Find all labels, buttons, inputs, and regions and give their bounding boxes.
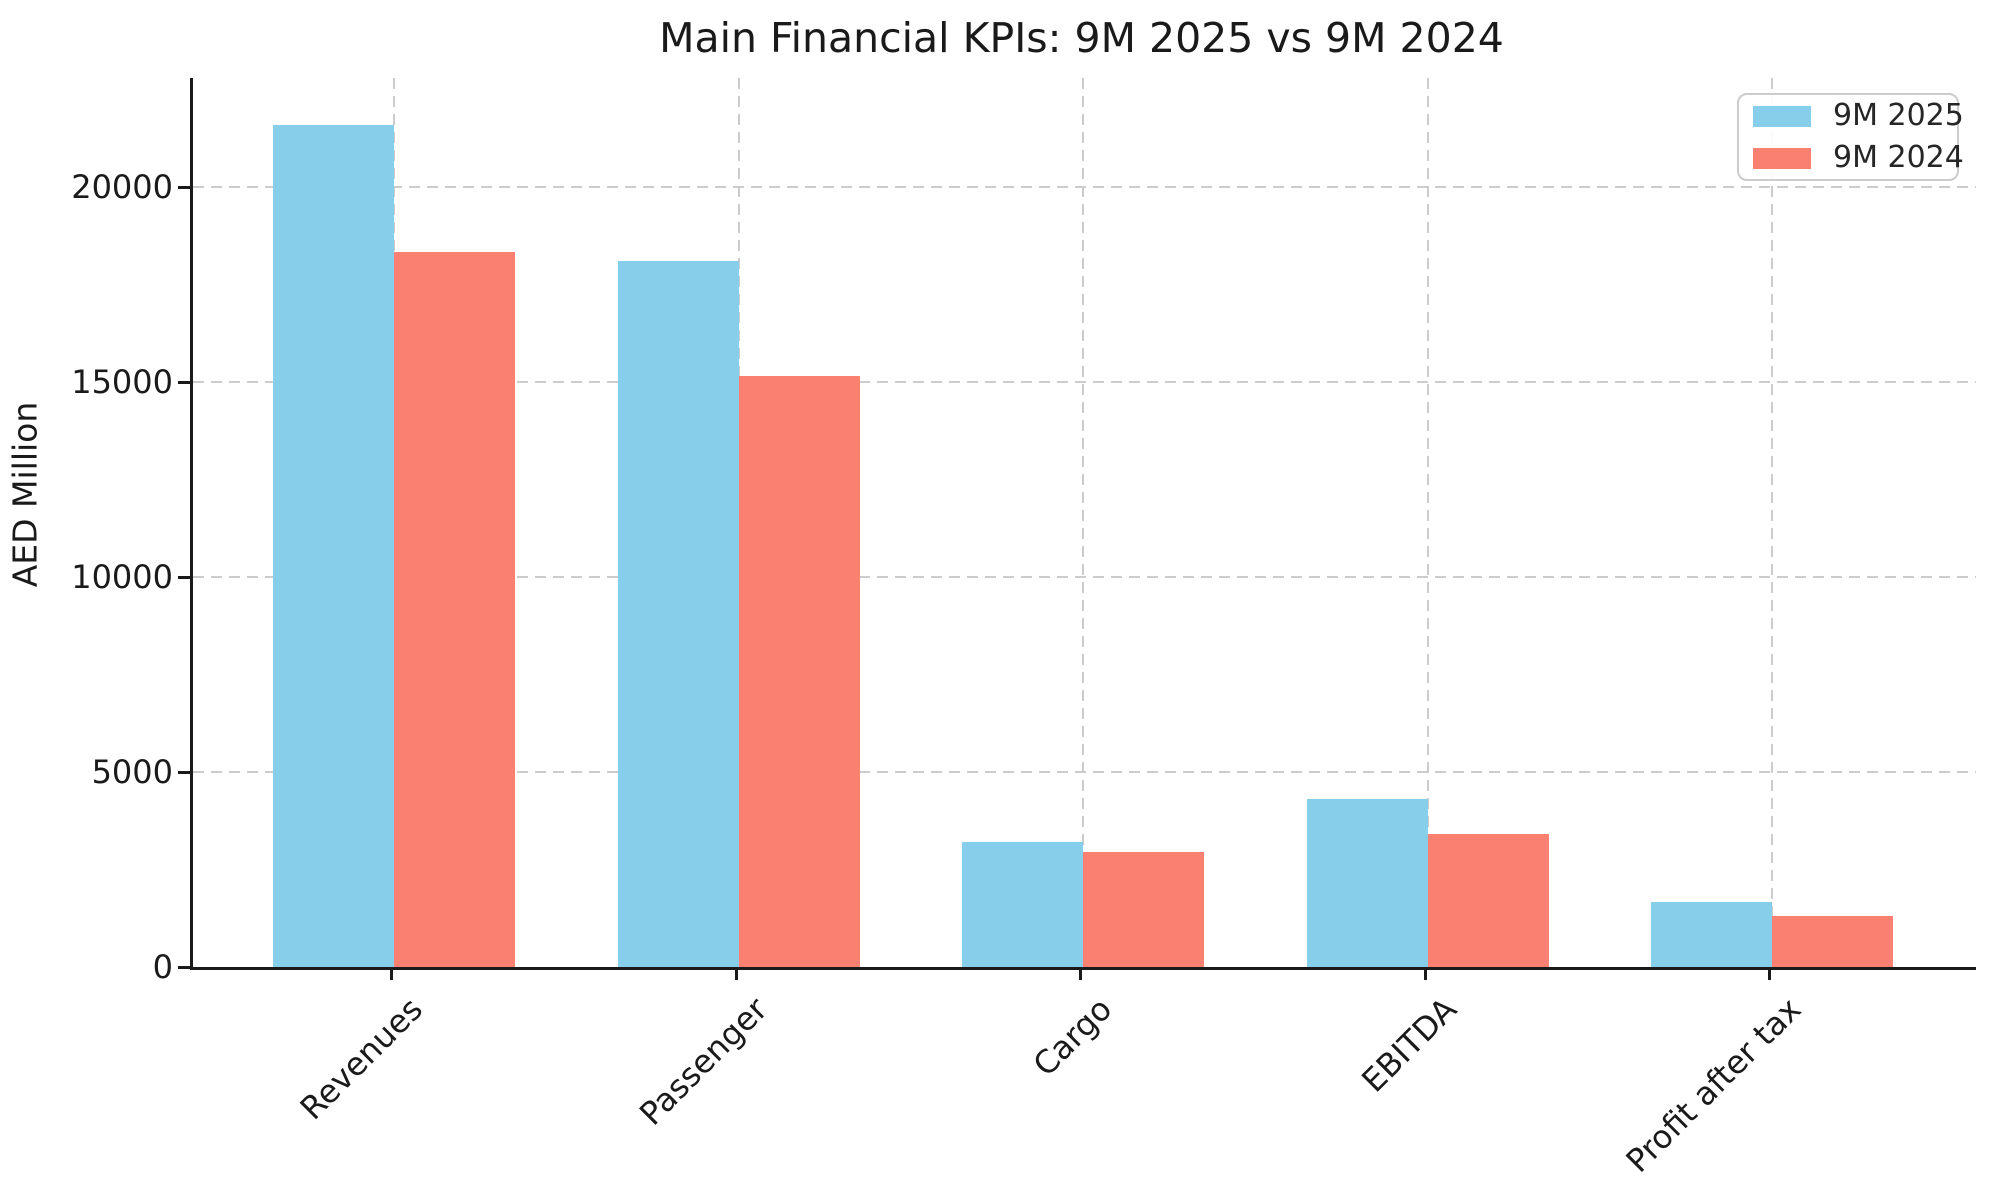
bar-9m-2025-profit-after-tax — [1651, 901, 1773, 967]
x-tick-mark-cargo — [1079, 970, 1083, 980]
legend: 9M 2025 9M 2024 — [1737, 93, 1964, 181]
bar-9m-2025-passenger — [617, 261, 739, 967]
bar-9m-2025-cargo — [962, 842, 1084, 967]
legend-swatch-9m-2025 — [1753, 105, 1811, 127]
gridline-h-20000 — [193, 186, 1976, 189]
legend-label-9m-2024: 9M 2024 — [1833, 140, 1964, 175]
x-tick-label-passenger: Passenger — [631, 990, 775, 1133]
y-tick-label-20000: 20000 — [71, 168, 173, 207]
x-tick-label-ebitda: EBITDA — [1353, 990, 1464, 1100]
legend-item-9m-2025: 9M 2025 — [1753, 101, 1964, 131]
x-tick-mark-ebitda — [1423, 970, 1427, 980]
y-tick-mark-10000 — [178, 576, 190, 580]
bar-9m-2025-revenues — [273, 124, 394, 967]
gridline-v-ebitda — [1426, 78, 1429, 967]
y-tick-label-10000: 10000 — [71, 558, 173, 597]
y-tick-mark-0 — [178, 966, 190, 969]
gridline-v-profit-after-tax — [1771, 78, 1774, 967]
y-tick-mark-15000 — [178, 381, 190, 385]
plot-area — [190, 78, 1976, 970]
bar-9m-2025-ebitda — [1306, 799, 1428, 967]
y-tick-label-5000: 5000 — [91, 753, 173, 792]
y-axis-label: AED Million — [5, 401, 45, 588]
chart-title: Main Financial KPIs: 9M 2025 vs 9M 2024 — [659, 14, 1504, 62]
y-tick-mark-20000 — [178, 186, 190, 190]
gridline-v-cargo — [1082, 78, 1085, 967]
bar-9m-2024-profit-after-tax — [1772, 915, 1894, 967]
gridline-h-5000 — [193, 771, 1976, 774]
y-tick-label-15000: 15000 — [71, 363, 173, 402]
bar-9m-2024-ebitda — [1427, 834, 1549, 967]
x-tick-mark-passenger — [734, 970, 738, 980]
legend-swatch-9m-2024 — [1753, 147, 1811, 169]
y-tick-mark-5000 — [178, 771, 190, 775]
x-tick-mark-profit-after-tax — [1768, 970, 1772, 980]
gridline-h-10000 — [193, 576, 1976, 579]
x-tick-label-revenues: Revenues — [292, 990, 430, 1128]
legend-label-9m-2025: 9M 2025 — [1833, 98, 1964, 133]
x-tick-label-cargo: Cargo — [1025, 990, 1120, 1084]
bar-9m-2024-revenues — [394, 251, 515, 967]
y-tick-label-0: 0 — [152, 948, 173, 986]
bar-9m-2024-passenger — [738, 376, 860, 967]
x-tick-mark-revenues — [390, 970, 393, 980]
x-tick-label-profit-after-tax: Profit after tax — [1618, 990, 1809, 1180]
bar-9m-2024-cargo — [1083, 852, 1205, 967]
legend-item-9m-2024: 9M 2024 — [1753, 143, 1964, 173]
gridline-h-15000 — [193, 381, 1976, 384]
